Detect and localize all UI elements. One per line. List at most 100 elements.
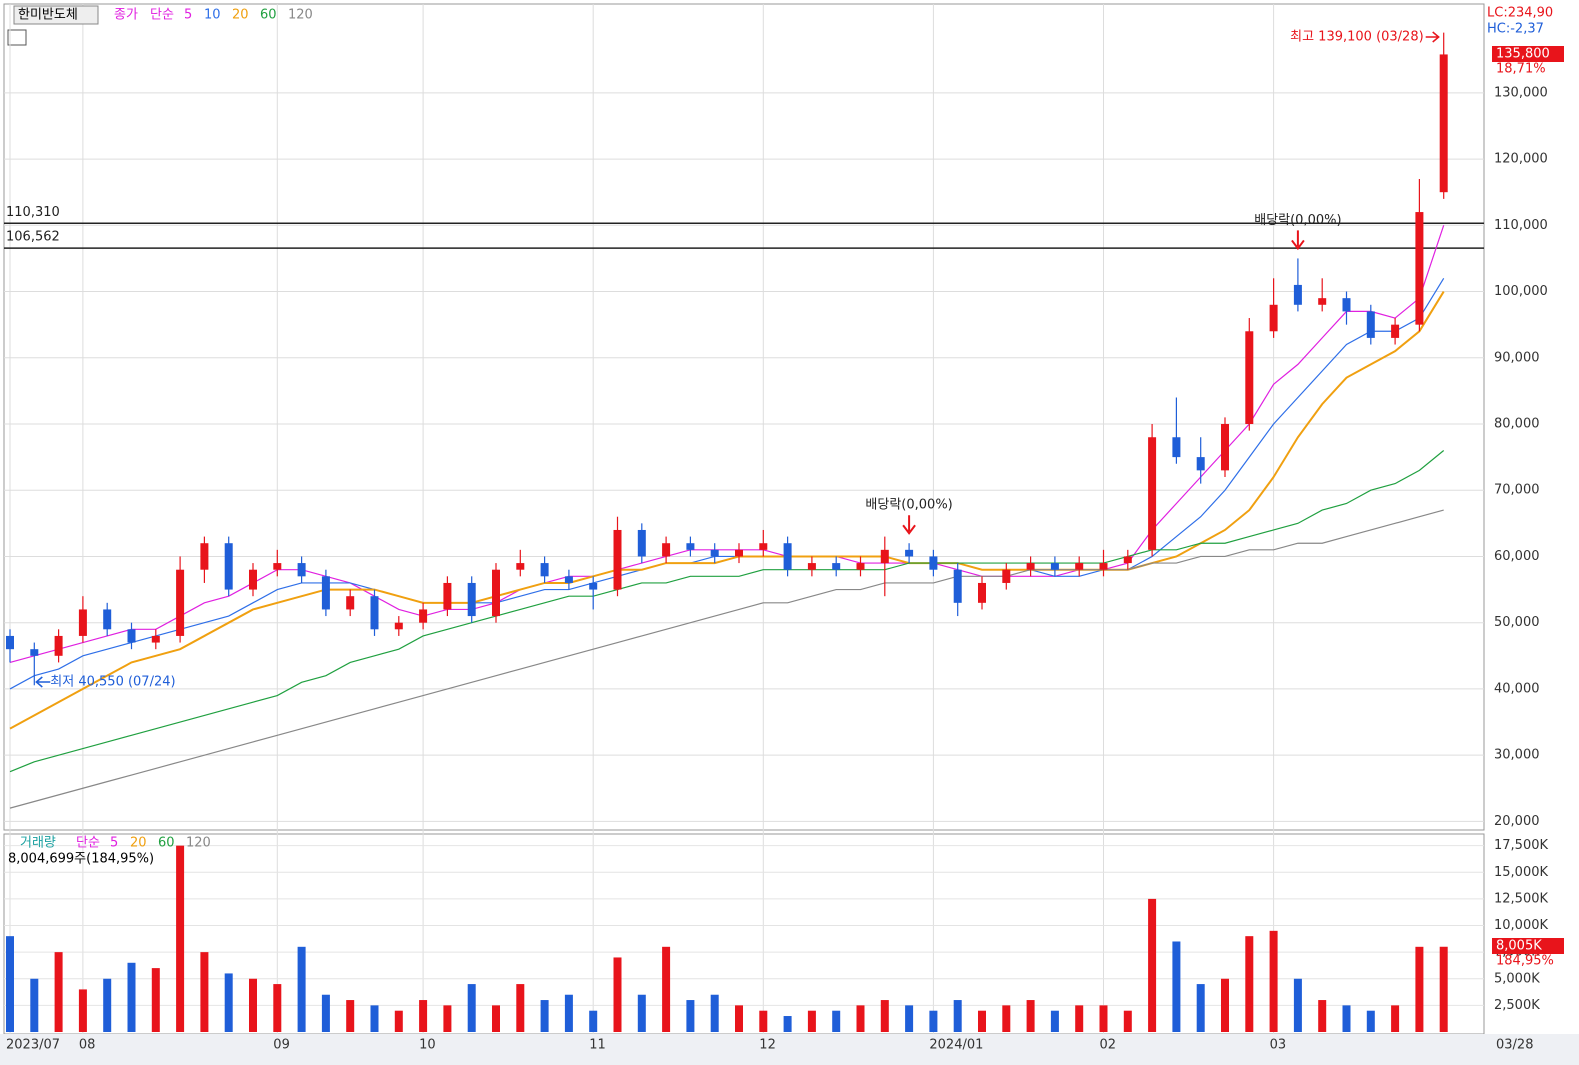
volume-bar <box>394 1010 403 1032</box>
volume-bar <box>54 952 63 1032</box>
volume-bar <box>783 1016 792 1032</box>
volume-bar <box>953 1000 962 1032</box>
volume-bar <box>273 984 282 1032</box>
y-tick-label: 90,000 <box>1494 350 1540 365</box>
candle-body <box>759 543 768 550</box>
legend-item: 10 <box>204 8 221 23</box>
candle-body <box>978 582 986 603</box>
x-tick-label: 2023/07 <box>6 1038 60 1053</box>
volume-bar <box>321 994 330 1032</box>
volume-bar <box>1221 978 1229 1032</box>
candle-body <box>637 529 646 557</box>
ma-line <box>9 509 1444 809</box>
volume-bar <box>540 1000 549 1032</box>
volume-bar <box>880 1000 889 1032</box>
y-tick-label: 12,500K <box>1494 891 1548 906</box>
legend-item: 60 <box>158 836 175 851</box>
x-tick-label: 08 <box>79 1038 96 1053</box>
lc: LC:234,90 <box>1487 6 1553 21</box>
volume-bar <box>929 1010 938 1032</box>
stock-name: 한미반도체 <box>18 8 78 23</box>
last-date: 03/28 <box>1496 1038 1533 1053</box>
candle-body <box>1075 563 1084 570</box>
candle-body <box>1415 212 1424 325</box>
candle-body <box>880 549 889 564</box>
legend-item: 60 <box>260 8 277 23</box>
y-tick-label: 50,000 <box>1494 615 1540 630</box>
volume-bar <box>370 1005 379 1032</box>
candle-body <box>735 549 743 557</box>
x-tick-label: 03 <box>1270 1038 1287 1053</box>
candle-body <box>273 563 282 570</box>
candle-body <box>224 543 233 590</box>
volume-bar <box>1123 1010 1132 1032</box>
volume-bar <box>1002 1005 1011 1032</box>
volume-bar <box>249 978 257 1032</box>
volume-title: 거래량 <box>20 836 56 851</box>
volume-bar <box>1391 1005 1400 1032</box>
legend-price: 종가 <box>114 8 138 23</box>
candle-body <box>297 563 306 577</box>
volume-bar <box>564 994 573 1032</box>
volume-bar <box>1318 1000 1327 1032</box>
y-tick-label: 15,000K <box>1494 865 1548 880</box>
volume-bar <box>1026 1000 1035 1032</box>
volume-bar <box>710 994 719 1032</box>
candle-body <box>1391 324 1400 338</box>
y-tick-label: 130,000 <box>1494 85 1548 100</box>
volume-bar <box>176 845 185 1032</box>
x-tick-label: 12 <box>759 1038 776 1053</box>
x-tick-label: 2024/01 <box>929 1038 983 1053</box>
volume-bar <box>735 1005 743 1032</box>
y-tick-label: 10,000K <box>1494 918 1548 933</box>
volume-bar <box>1196 984 1205 1032</box>
candle-body <box>613 529 622 590</box>
x-tick-label: 09 <box>273 1038 290 1053</box>
candle-body <box>564 576 573 583</box>
candle-body <box>1050 563 1059 570</box>
volume-bar <box>224 973 233 1032</box>
candle-body <box>200 543 209 570</box>
candle-body <box>953 569 962 603</box>
volume-bar <box>1148 898 1157 1032</box>
volume-bar <box>78 989 87 1032</box>
last-volume: 8,005K <box>1496 939 1542 954</box>
last-price: 135,800 <box>1496 47 1550 62</box>
volume-bar <box>443 1005 452 1032</box>
candle-body <box>1099 563 1108 570</box>
table-icon[interactable] <box>7 29 27 46</box>
last-volume-box <box>1492 938 1564 954</box>
volume-bar <box>1099 1005 1108 1032</box>
candle-body <box>1221 424 1229 471</box>
dividend-arrow <box>902 515 916 535</box>
ma-line <box>9 225 1445 664</box>
y-tick-label: 40,000 <box>1494 681 1540 696</box>
candle-body <box>807 563 816 570</box>
volume-bar <box>1172 941 1181 1032</box>
legend-item: 5 <box>184 8 192 23</box>
candle-body <box>905 549 914 557</box>
candle-body <box>1318 298 1327 305</box>
volume-info: 8,004,699주(184,95%) <box>8 852 154 867</box>
level-label: 106,562 <box>6 230 60 245</box>
volume-bar <box>589 1010 598 1032</box>
legend-ma: 단순 <box>150 8 174 23</box>
volume-bar <box>1293 978 1302 1032</box>
level-label: 110,310 <box>6 205 60 220</box>
y-tick-label: 80,000 <box>1494 417 1540 432</box>
candle-body <box>710 549 719 557</box>
volume-bar <box>832 1010 841 1032</box>
legend-item: 20 <box>232 8 249 23</box>
candle-body <box>78 609 87 636</box>
legend-item: 120 <box>288 8 313 23</box>
arrow <box>35 676 51 688</box>
candle-body <box>1026 563 1035 570</box>
volume-bar <box>127 962 136 1032</box>
volume-bar <box>200 952 209 1032</box>
ma-line <box>9 291 1445 730</box>
volume-bar <box>297 946 306 1032</box>
volume-bar <box>637 994 646 1032</box>
dividend-arrow <box>1291 230 1305 251</box>
